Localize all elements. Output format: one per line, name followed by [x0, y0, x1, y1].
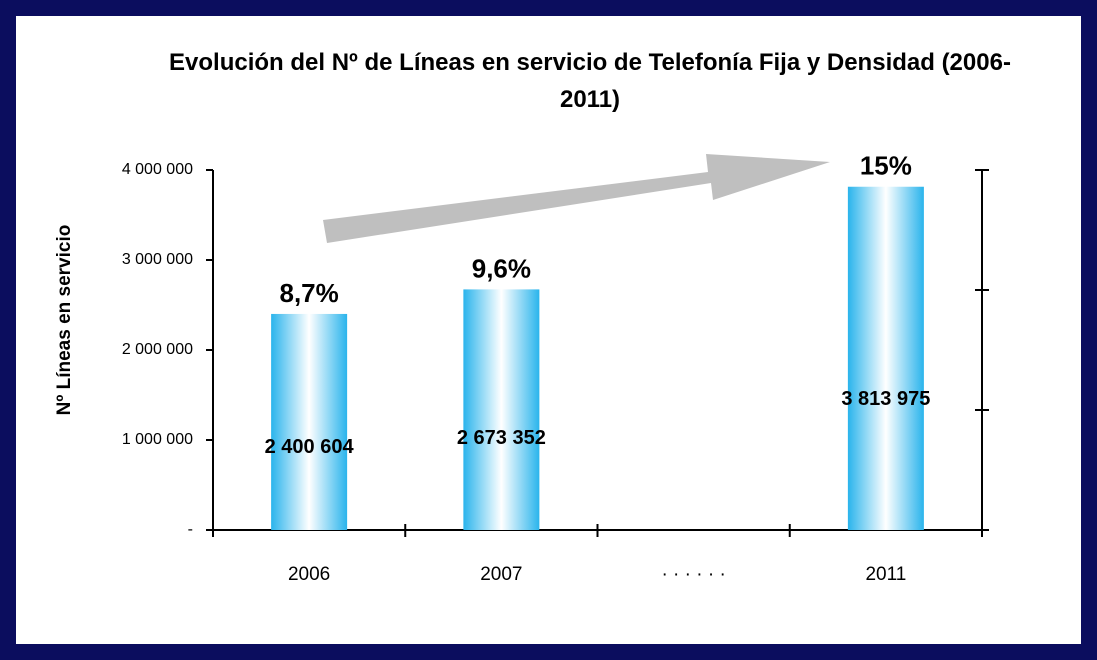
y-axis-label: Nº Líneas en servicio — [54, 225, 75, 416]
value-label: 2 400 604 — [265, 436, 355, 458]
x-tick-label: 2006 — [288, 564, 330, 585]
density-label: 8,7% — [279, 278, 338, 308]
y-tick-label: 3 000 000 — [122, 251, 193, 268]
bar — [271, 313, 348, 530]
y-tick-label: 4 000 000 — [122, 161, 193, 178]
x-tick-label: 2011 — [865, 564, 906, 585]
bar — [463, 289, 540, 530]
chart-title: Evolución del Nº de Líneas en servicio d… — [169, 49, 1011, 113]
value-label: 3 813 975 — [841, 388, 930, 410]
x-tick-label: 2007 — [480, 564, 522, 585]
density-label: 15% — [860, 151, 912, 181]
y-tick-label: 1 000 000 — [122, 431, 193, 448]
value-label: 2 673 352 — [457, 427, 546, 449]
bar — [847, 186, 924, 530]
density-label: 9,6% — [472, 253, 531, 283]
trend-arrow — [323, 154, 830, 243]
y-tick-label: - — [188, 521, 193, 538]
y-tick-label: 2 000 000 — [122, 341, 193, 358]
x-tick-label: · · · · · · — [661, 564, 725, 585]
